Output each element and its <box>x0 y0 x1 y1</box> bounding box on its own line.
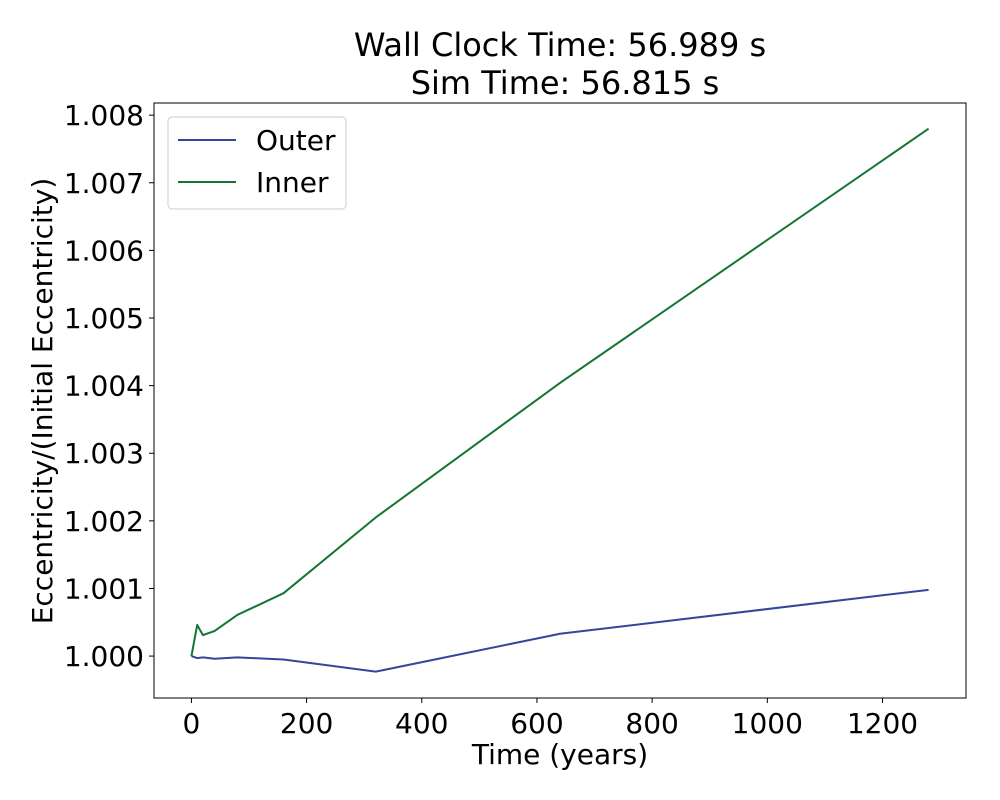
y-tick-label: 1.007 <box>64 167 144 200</box>
legend-label-outer: Outer <box>256 124 336 157</box>
x-tick-label: 1200 <box>847 707 918 740</box>
x-tick-label: 600 <box>510 707 563 740</box>
y-tick-label: 1.001 <box>64 572 144 605</box>
y-tick-label: 1.005 <box>64 302 144 335</box>
x-tick-label: 800 <box>625 707 678 740</box>
plot-frame <box>153 102 967 699</box>
legend: Outer Inner <box>167 116 347 210</box>
y-tick-label: 1.002 <box>64 505 144 538</box>
axes-layer: 0 200 400 600 800 1000 1200 1.000 1.001 1.002 1.00… <box>64 99 967 740</box>
y-tick-label: 1.006 <box>64 234 144 267</box>
y-tick-label: 1.008 <box>64 99 144 132</box>
chart-title-line-2: Sim Time: 56.815 s <box>411 64 720 102</box>
y-tick-label: 1.004 <box>64 370 144 403</box>
legend-label-inner: Inner <box>256 166 329 199</box>
x-tick-label: 1000 <box>732 707 803 740</box>
x-tick-label: 200 <box>280 707 333 740</box>
series-line-inner <box>190 127 930 657</box>
x-tick-label: 400 <box>395 707 448 740</box>
series-layer <box>190 127 930 673</box>
series-line-outer <box>191 588 929 673</box>
y-axis-label: Eccentricity/(Initial Eccentricity) <box>26 178 59 625</box>
y-tick-label: 1.000 <box>64 640 144 673</box>
x-axis-label: Time (years) <box>471 738 648 771</box>
chart-title-line-1: Wall Clock Time: 56.989 s <box>354 26 766 64</box>
x-tick-label: 0 <box>183 707 201 740</box>
y-tick-label: 1.003 <box>64 437 144 470</box>
